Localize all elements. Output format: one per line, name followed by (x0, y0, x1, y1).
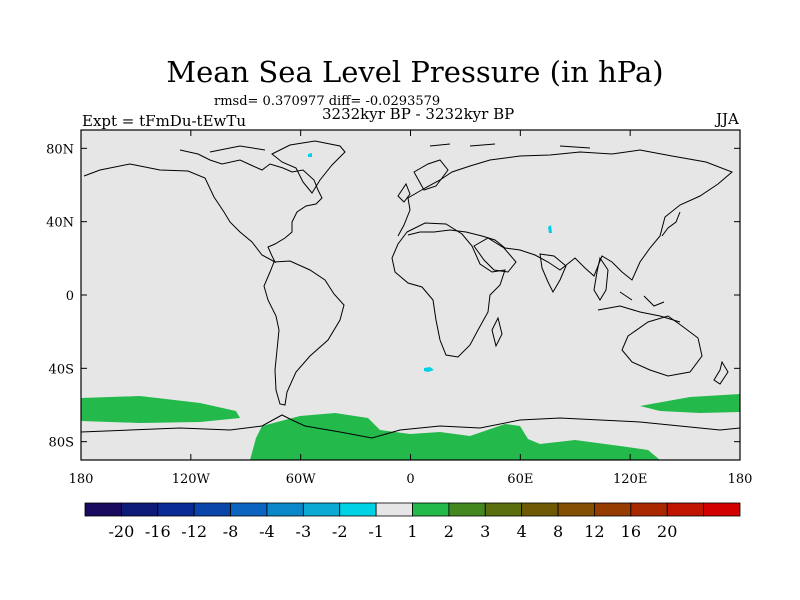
colorbar-swatch (266, 502, 304, 517)
season-label: JJA (716, 110, 739, 128)
anomaly-negative-patch-greenland (308, 153, 312, 157)
colorbar-label: 3 (480, 522, 490, 541)
colorbar-swatch (521, 502, 559, 517)
coast-uk (397, 182, 411, 203)
colorbar-swatch (448, 502, 486, 517)
colorbar-swatch (157, 502, 195, 517)
lon-tick-label: 120E (613, 472, 647, 487)
anomaly-positive-patch-south-pacific (81, 396, 240, 423)
lon-tick-label: 0 (406, 472, 414, 487)
lon-tick-label: 120W (172, 472, 211, 487)
colorbar-swatch (84, 502, 122, 517)
anomaly-positive-patch-south-atlantic (250, 413, 660, 460)
colorbar-swatch (120, 502, 159, 517)
colorbar-swatch (484, 502, 523, 517)
coast-arctic-islands (209, 143, 591, 153)
colorbar-label: -8 (223, 522, 239, 541)
colorbar-label: -1 (368, 522, 384, 541)
stats-line: rmsd= 0.370977 diff= -0.0293579 (214, 94, 441, 109)
coast-north-america (83, 149, 323, 264)
axis-ticks: 80N 40N 0 40S 80S 180 120W 60W 0 60E 120E 180 (46, 130, 752, 487)
colorbar-swatch (630, 502, 668, 517)
lon-tick-label: 180 (69, 472, 94, 487)
colorbar-label: -4 (259, 522, 275, 541)
anomaly-negative-patch-tibet (548, 225, 552, 233)
colorbar-label: -3 (296, 522, 312, 541)
anomaly-positive-patch-antarctic-east (640, 394, 740, 413)
coast-scandinavia (413, 159, 449, 191)
map-title: Mean Sea Level Pressure (in hPa) (166, 55, 664, 89)
colorbar-swatch (375, 502, 413, 517)
colorbar-swatch (666, 502, 705, 517)
colorbar-label: -16 (145, 522, 171, 541)
coast-south-america (263, 260, 345, 406)
colorbar-label: -20 (109, 522, 135, 541)
colorbar-swatch (193, 502, 231, 517)
colorbar-label: 2 (444, 522, 454, 541)
colorbar-swatch (339, 502, 377, 517)
coast-madagascar (491, 316, 503, 348)
colorbar-label: 1 (407, 522, 417, 541)
period-label: 3232kyr BP - 3232kyr BP (322, 105, 515, 123)
lat-tick-label: 80S (49, 436, 74, 451)
lon-tick-label: 60E (507, 472, 533, 487)
colorbar-label: -12 (181, 522, 207, 541)
colorbar-label: 12 (584, 522, 604, 541)
colorbar: -20 -16 -12 -8 -4 -3 -2 -1 1 2 3 4 8 12 16 20 (84, 502, 741, 541)
colorbar-swatch (703, 502, 741, 517)
lon-tick-label: 180 (728, 472, 753, 487)
coast-maritime-islands (597, 291, 681, 323)
anomaly-negative-patch-south-atlantic (424, 367, 434, 372)
lon-tick-label: 60W (286, 472, 317, 487)
colorbar-swatch (594, 502, 632, 517)
colorbar-label: 4 (517, 522, 527, 541)
colorbar-swatch (412, 502, 450, 517)
colorbar-swatch (557, 502, 595, 517)
anomaly-fill-layer (81, 153, 740, 460)
coast-new-zealand (713, 360, 729, 385)
colorbar-label: -2 (332, 522, 348, 541)
lat-tick-label: 80N (46, 142, 74, 157)
colorbar-label: 8 (553, 522, 563, 541)
experiment-label: Expt = tFmDu-tEwTu (82, 112, 247, 130)
coastline-layer (81, 140, 740, 439)
coast-greenland (271, 140, 346, 194)
coast-japan (661, 211, 681, 237)
coast-africa (391, 222, 506, 358)
colorbar-swatch (230, 502, 268, 517)
colorbar-label: 16 (621, 522, 641, 541)
lat-tick-label: 40N (46, 216, 74, 231)
coast-australia (621, 315, 703, 377)
coast-eurasia (397, 149, 733, 281)
colorbar-swatch (302, 502, 341, 517)
coast-antarctica (81, 414, 740, 439)
coast-india (539, 253, 567, 294)
lat-tick-label: 40S (49, 362, 74, 377)
coast-southeast-asia (593, 256, 609, 301)
lat-tick-label: 0 (66, 289, 74, 304)
coast-arabia (473, 237, 517, 273)
colorbar-label: 20 (657, 522, 677, 541)
